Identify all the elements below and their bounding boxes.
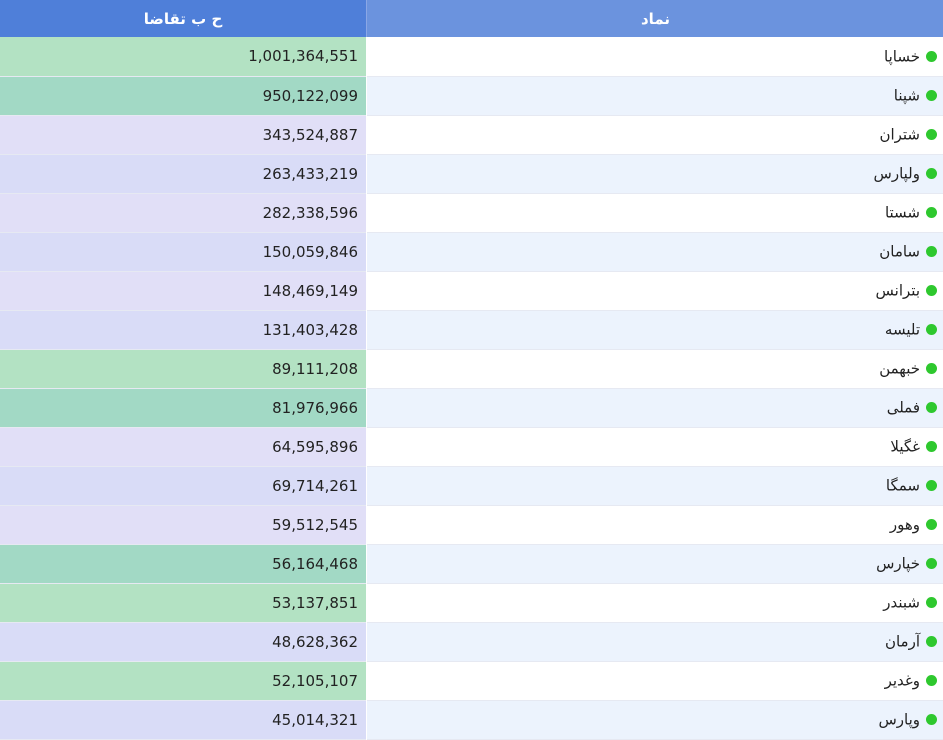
symbol-name: وغدیر: [885, 672, 920, 690]
symbol-cell[interactable]: فملی: [367, 388, 943, 427]
symbol-name: سامان: [879, 243, 920, 261]
symbol-name: خساپا: [884, 48, 920, 66]
table-row[interactable]: 131,403,428 تلیسه: [0, 310, 943, 349]
symbol-name: سمگا: [886, 477, 920, 495]
table-row[interactable]: 59,512,545 وهور: [0, 505, 943, 544]
status-dot-icon: [926, 636, 937, 647]
symbol-name: خبهمن: [879, 360, 920, 378]
demand-value-cell: 343,524,887: [0, 115, 367, 154]
symbol-cell[interactable]: وپارس: [367, 700, 943, 739]
status-dot-icon: [926, 480, 937, 491]
demand-value-cell: 263,433,219: [0, 154, 367, 193]
demand-value-cell: 89,111,208: [0, 349, 367, 388]
table-row[interactable]: 45,014,321 وپارس: [0, 700, 943, 739]
table-row[interactable]: 52,105,107 وغدیر: [0, 661, 943, 700]
symbol-name: فملی: [887, 399, 920, 417]
status-dot-icon: [926, 168, 937, 179]
demand-value-cell: 148,469,149: [0, 271, 367, 310]
symbol-cell[interactable]: وغدیر: [367, 661, 943, 700]
table-row[interactable]: 56,164,468 خپارس: [0, 544, 943, 583]
symbol-name: تلیسه: [885, 321, 920, 339]
symbol-cell[interactable]: سمگا: [367, 466, 943, 505]
symbol-name: شستا: [885, 204, 920, 222]
symbol-name: شپنا: [894, 87, 920, 105]
symbol-cell[interactable]: خبهمن: [367, 349, 943, 388]
status-dot-icon: [926, 285, 937, 296]
demand-value-cell: 52,105,107: [0, 661, 367, 700]
status-dot-icon: [926, 519, 937, 530]
table-row[interactable]: 148,469,149 بترانس: [0, 271, 943, 310]
demand-value-cell: 59,512,545: [0, 505, 367, 544]
symbol-cell[interactable]: تلیسه: [367, 310, 943, 349]
status-dot-icon: [926, 51, 937, 62]
symbol-name: شبندر: [883, 594, 920, 612]
table-row[interactable]: 950,122,099 شپنا: [0, 76, 943, 115]
symbol-name: آرمان: [885, 633, 920, 651]
symbol-name: شتران: [879, 126, 920, 144]
table-header: ح ب تقاضا نماد: [0, 0, 943, 37]
symbol-name: وهور: [890, 516, 920, 534]
status-dot-icon: [926, 324, 937, 335]
symbol-name: غگیلا: [890, 438, 920, 456]
status-dot-icon: [926, 558, 937, 569]
demand-value-cell: 131,403,428: [0, 310, 367, 349]
table-row[interactable]: 263,433,219 ولپارس: [0, 154, 943, 193]
status-dot-icon: [926, 207, 937, 218]
symbol-cell[interactable]: خپارس: [367, 544, 943, 583]
symbol-cell[interactable]: بترانس: [367, 271, 943, 310]
symbol-name: بترانس: [876, 282, 920, 300]
demand-value-cell: 150,059,846: [0, 232, 367, 271]
symbol-cell[interactable]: سامان: [367, 232, 943, 271]
symbol-name: وپارس: [878, 711, 920, 729]
table-row[interactable]: 1,001,364,551 خساپا: [0, 37, 943, 76]
table-row[interactable]: 282,338,596 شستا: [0, 193, 943, 232]
status-dot-icon: [926, 246, 937, 257]
symbol-cell[interactable]: خساپا: [367, 37, 943, 76]
demand-value-cell: 950,122,099: [0, 76, 367, 115]
status-dot-icon: [926, 129, 937, 140]
symbol-cell[interactable]: شستا: [367, 193, 943, 232]
table-row[interactable]: 64,595,896 غگیلا: [0, 427, 943, 466]
symbol-name: خپارس: [876, 555, 920, 573]
symbol-cell[interactable]: شپنا: [367, 76, 943, 115]
status-dot-icon: [926, 363, 937, 374]
demand-value-cell: 48,628,362: [0, 622, 367, 661]
table-row[interactable]: 89,111,208 خبهمن: [0, 349, 943, 388]
demand-value-cell: 1,001,364,551: [0, 37, 367, 76]
status-dot-icon: [926, 714, 937, 725]
symbol-cell[interactable]: وهور: [367, 505, 943, 544]
table-row[interactable]: 53,137,851 شبندر: [0, 583, 943, 622]
symbol-cell[interactable]: شبندر: [367, 583, 943, 622]
symbol-cell[interactable]: شتران: [367, 115, 943, 154]
table-row[interactable]: 48,628,362 آرمان: [0, 622, 943, 661]
table-row[interactable]: 150,059,846 سامان: [0, 232, 943, 271]
table-body: 1,001,364,551 خساپا 950,122,099 شپنا 343,524…: [0, 37, 943, 739]
table-row[interactable]: 343,524,887 شتران: [0, 115, 943, 154]
symbol-name: ولپارس: [874, 165, 920, 183]
demand-value-cell: 56,164,468: [0, 544, 367, 583]
symbol-cell[interactable]: ولپارس: [367, 154, 943, 193]
status-dot-icon: [926, 597, 937, 608]
demand-value-cell: 69,714,261: [0, 466, 367, 505]
demand-value-cell: 282,338,596: [0, 193, 367, 232]
status-dot-icon: [926, 90, 937, 101]
status-dot-icon: [926, 675, 937, 686]
demand-value-cell: 64,595,896: [0, 427, 367, 466]
column-header-symbol[interactable]: نماد: [367, 0, 943, 37]
demand-value-cell: 81,976,966: [0, 388, 367, 427]
demand-value-cell: 45,014,321: [0, 700, 367, 739]
table-row[interactable]: 81,976,966 فملی: [0, 388, 943, 427]
symbol-cell[interactable]: آرمان: [367, 622, 943, 661]
symbol-cell[interactable]: غگیلا: [367, 427, 943, 466]
status-dot-icon: [926, 402, 937, 413]
status-dot-icon: [926, 441, 937, 452]
table-row[interactable]: 69,714,261 سمگا: [0, 466, 943, 505]
column-header-demand[interactable]: ح ب تقاضا: [0, 0, 367, 37]
demand-value-cell: 53,137,851: [0, 583, 367, 622]
